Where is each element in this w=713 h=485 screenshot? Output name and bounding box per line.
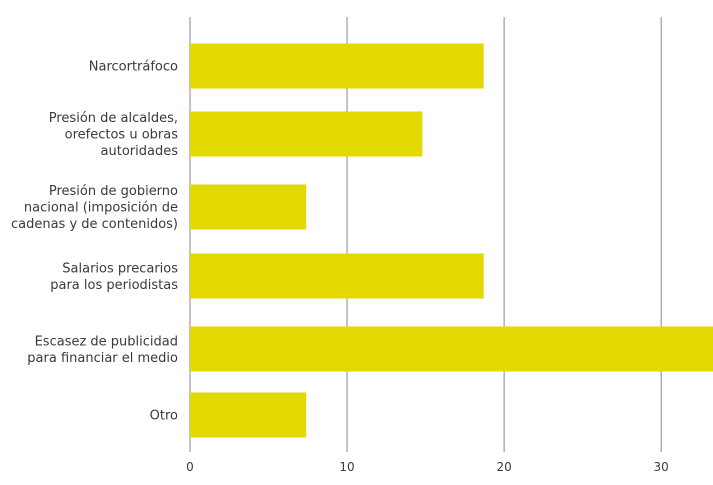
bar xyxy=(190,184,307,230)
bar xyxy=(190,392,307,438)
bars xyxy=(190,43,713,438)
bar xyxy=(190,111,423,157)
category-labels: Narcortráfoco Presión de alcaldes, orefect… xyxy=(11,60,178,424)
gridlines xyxy=(189,17,662,452)
bar xyxy=(190,43,484,89)
x-tick-label: 10 xyxy=(339,460,354,474)
bar xyxy=(190,326,713,372)
category-label: Narcortráfoco xyxy=(89,60,178,75)
bar xyxy=(190,253,484,299)
category-label: Otro xyxy=(150,409,178,424)
category-label: Salarios precarios para los periodistas xyxy=(50,261,178,293)
x-tick-label: 20 xyxy=(496,460,511,474)
category-label: Presión de alcaldes, orefectos u obras aut… xyxy=(49,111,178,159)
x-tick-label: 0 xyxy=(186,460,194,474)
x-tick-label: 30 xyxy=(654,460,669,474)
category-label: Escasez de publicidad para financiar el m… xyxy=(27,334,178,366)
category-label: Presión de gobierno nacional (imposición … xyxy=(11,184,178,232)
x-axis-tick-labels: 0 10 20 30 xyxy=(186,460,669,474)
